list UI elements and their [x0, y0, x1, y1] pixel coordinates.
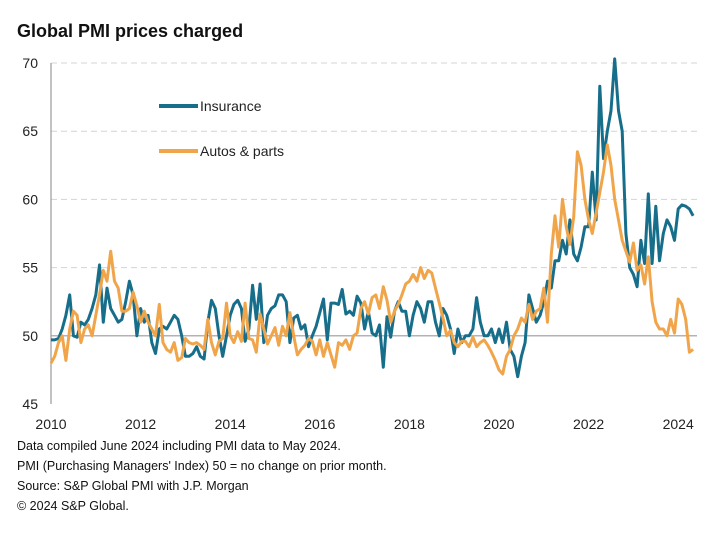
y-tick-label: 50 — [22, 328, 38, 344]
footnote-source: Source: S&P Global PMI with J.P. Morgan — [17, 479, 249, 493]
x-tick-label: 2022 — [573, 416, 604, 432]
y-tick-label: 70 — [22, 55, 38, 71]
y-tick-label: 45 — [22, 396, 38, 412]
series-line-autos-parts — [49, 143, 695, 376]
footnote-pmi-definition: PMI (Purchasing Managers' Index) 50 = no… — [17, 459, 387, 473]
y-tick-label: 55 — [22, 260, 38, 276]
x-tick-label: 2020 — [483, 416, 514, 432]
y-tick-label: 65 — [22, 123, 38, 139]
y-tick-label: 60 — [22, 191, 38, 207]
series-line-insurance — [51, 57, 695, 379]
footnote-copyright: © 2024 S&P Global. — [17, 499, 129, 513]
x-tick-label: 2010 — [35, 416, 66, 432]
legend-label-autos-parts: Autos & parts — [200, 143, 284, 159]
chart-title: Global PMI prices charged — [17, 21, 244, 41]
x-tick-label: 2012 — [125, 416, 156, 432]
x-tick-label: 2018 — [394, 416, 425, 432]
x-tick-label: 2016 — [304, 416, 335, 432]
legend-label-insurance: Insurance — [200, 98, 262, 114]
x-tick-label: 2024 — [663, 416, 694, 432]
footnote-data-compiled: Data compiled June 2024 including PMI da… — [17, 439, 341, 453]
x-tick-label: 2014 — [215, 416, 246, 432]
